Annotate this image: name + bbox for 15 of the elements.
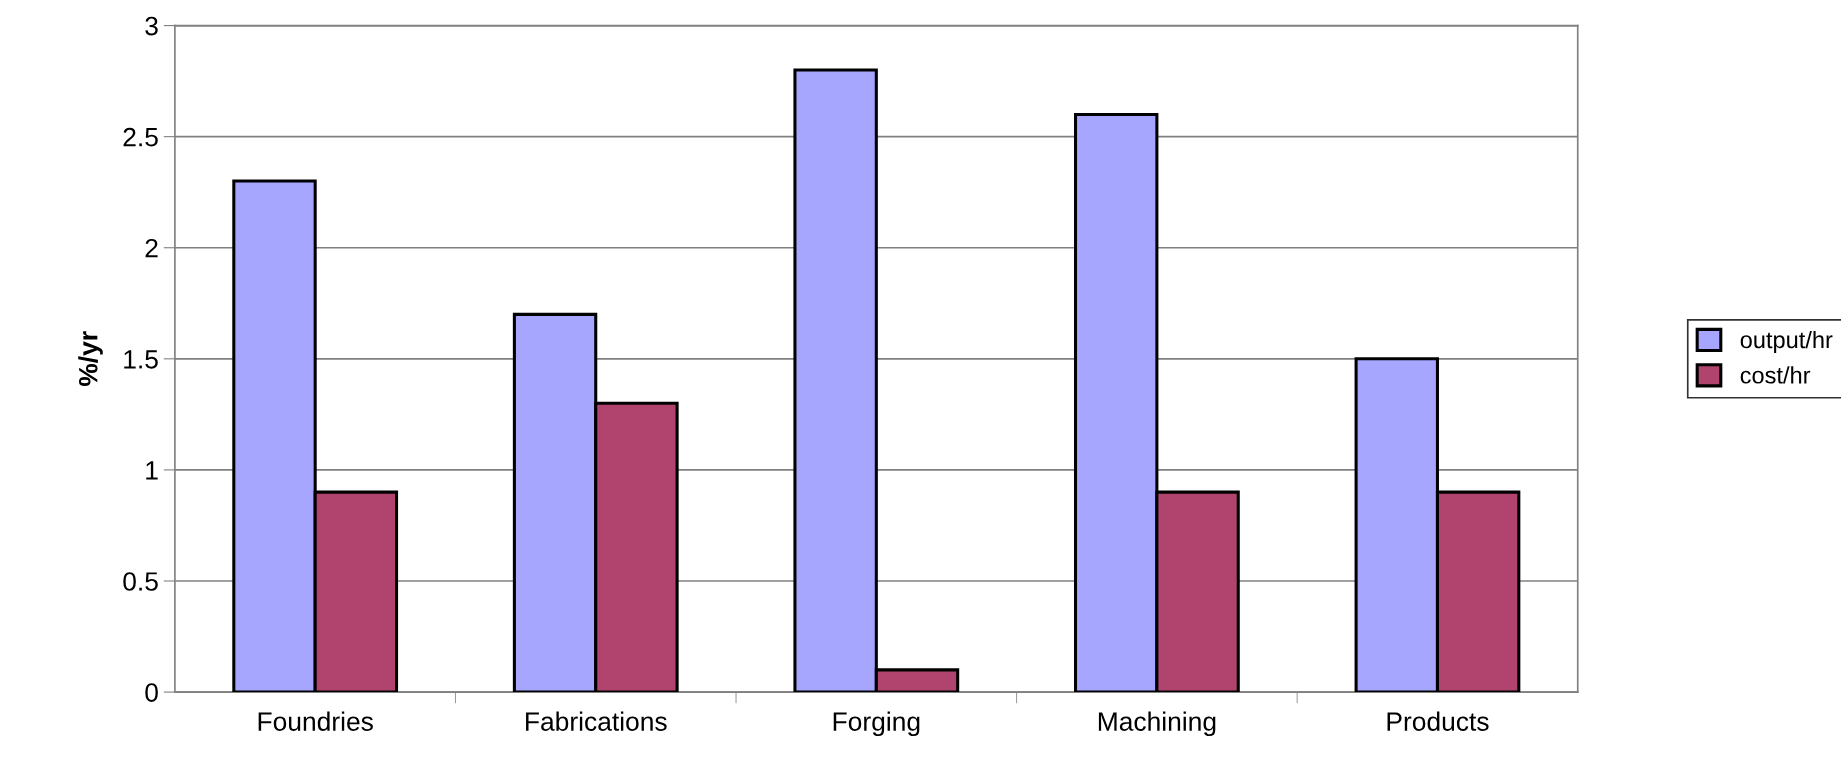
x-tick-label: Fabrications [526, 711, 667, 731]
x-tick-label: Forging [833, 711, 920, 737]
y-tick-label: 1 [146, 461, 158, 480]
y-tick-label: 0 [145, 683, 158, 702]
y-axis-title: %/yr [78, 331, 103, 387]
y-tick-label: 2 [145, 238, 158, 258]
x-tick-label: Machining [1098, 711, 1216, 737]
y-tick-label: 2.5 [123, 127, 158, 147]
y-tick-label: 0.5 [123, 572, 158, 591]
x-tick-label: Products [1387, 711, 1489, 731]
legend-label: cost/hr [1740, 366, 1811, 384]
x-tick-label: Foundries [258, 711, 373, 731]
y-tick-label: 3 [145, 16, 158, 36]
legend-label: output/hr [1740, 330, 1833, 353]
y-tick-label: 1.5 [124, 350, 158, 369]
